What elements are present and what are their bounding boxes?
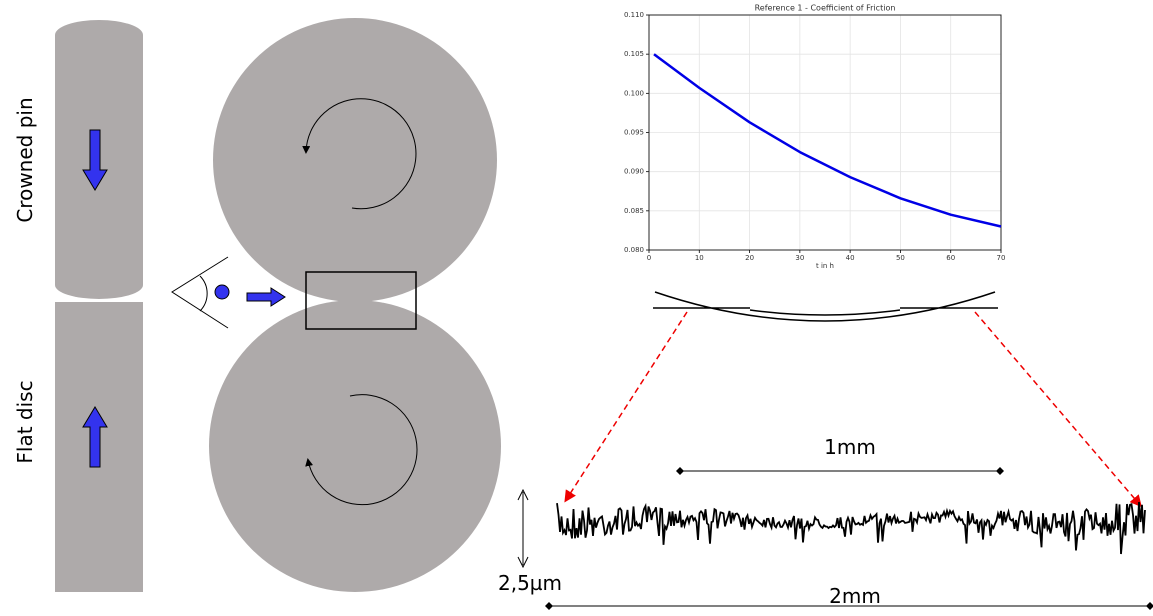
y-tick-label: 0.100 [624, 89, 644, 97]
zoom-line [564, 311, 688, 503]
y-tick-label: 0.085 [624, 207, 644, 215]
y-tick-label: 0.080 [624, 246, 644, 254]
x-tick-label: 0 [647, 254, 651, 262]
x-tick-label: 60 [946, 254, 955, 262]
dimension-label: 2mm [829, 584, 881, 608]
y-tick-label: 0.090 [624, 168, 644, 176]
view-arrow [246, 287, 286, 307]
rotation [305, 394, 418, 506]
y-tick-label: 0.095 [624, 129, 644, 137]
roughness-profile [556, 501, 1146, 555]
zoom-box [305, 271, 417, 330]
rotation [302, 98, 417, 210]
lower-disc [209, 300, 501, 592]
eye [171, 256, 229, 329]
dimension-label: 1mm [824, 435, 876, 459]
up-arrow [82, 406, 108, 468]
pin-label: Crowned pin [13, 97, 37, 222]
x-tick-label: 20 [745, 254, 754, 262]
x-tick-label: 10 [695, 254, 704, 262]
zoom-line [974, 311, 1142, 508]
contact-sketch [653, 291, 998, 322]
upper-disc [213, 18, 497, 302]
y-tick-label: 0.110 [624, 11, 644, 19]
y-tick-label: 0.105 [624, 50, 644, 58]
x-axis-label: t in h [816, 262, 834, 270]
data-line [653, 53, 1002, 228]
chart: 0.080 0.085 0.090 0.095 0.100 0.105 0.110 0 10 20… [624, 4, 1006, 271]
disc-label: Flat disc [13, 380, 37, 463]
x-tick-label: 40 [846, 254, 855, 262]
down-arrow [82, 129, 108, 191]
x-tick-label: 50 [896, 254, 905, 262]
eye-pupil [214, 284, 230, 300]
pin [55, 20, 143, 299]
height-arrow [517, 488, 529, 569]
plot-frame [648, 14, 1002, 251]
x-tick-label: 70 [997, 254, 1006, 262]
x-tick-label: 30 [795, 254, 804, 262]
dimension-label: 2,5µm [498, 571, 562, 595]
chart-title: Reference 1 - Coefficient of Friction [755, 4, 896, 13]
